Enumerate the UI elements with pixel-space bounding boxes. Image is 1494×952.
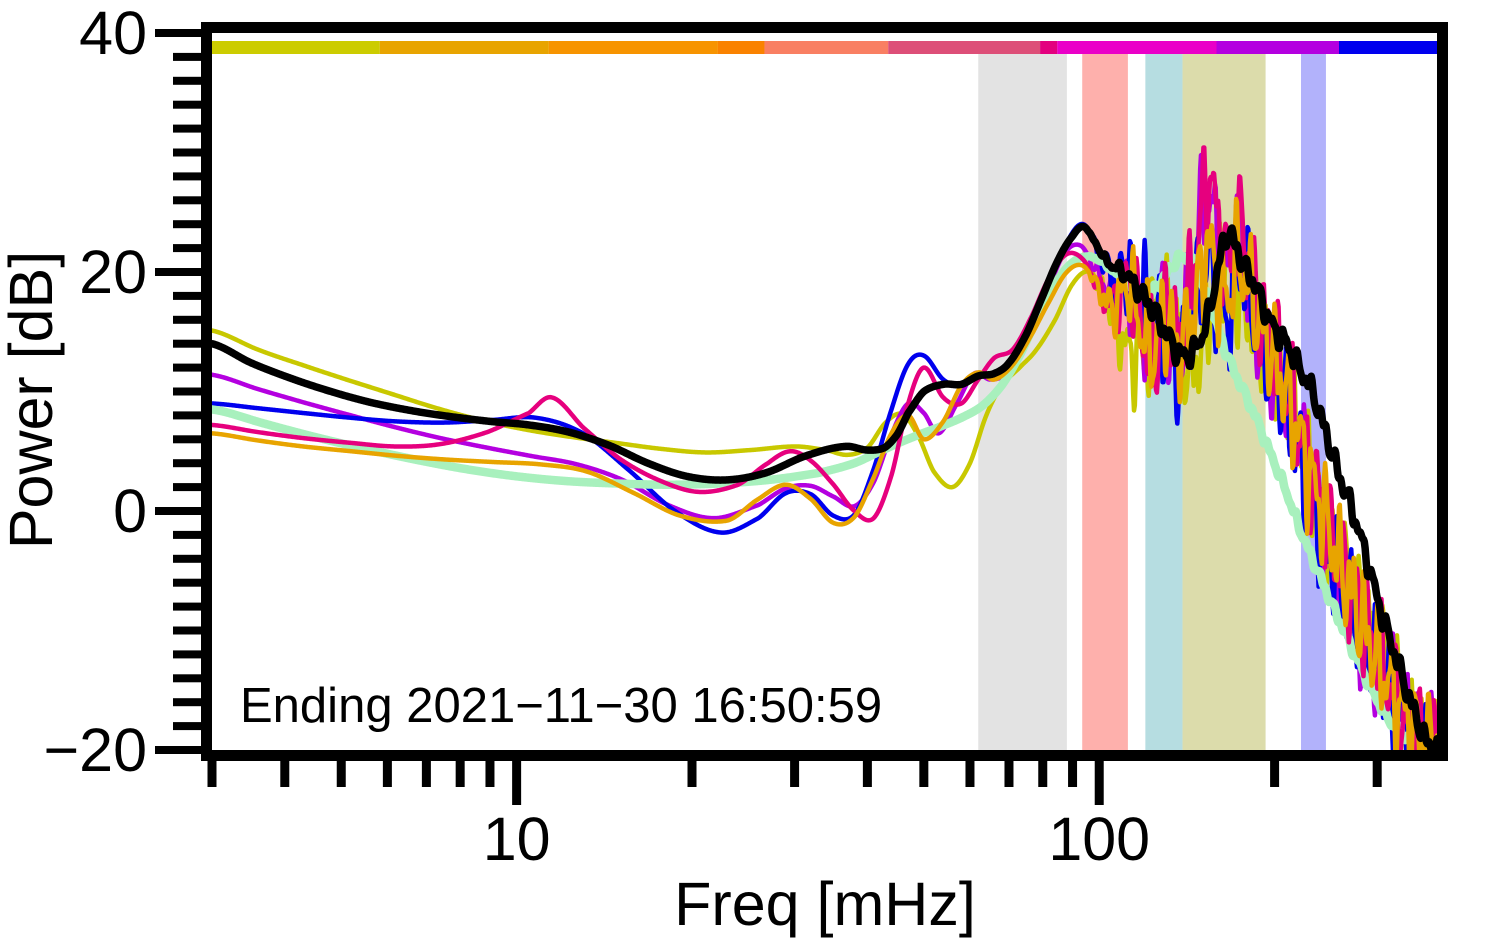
y-minor-tick: [173, 339, 201, 348]
colorbar-segment-8: [1057, 41, 1217, 54]
x-minor-tick: [421, 761, 431, 787]
x-minor-tick: [485, 761, 495, 787]
frame-top: [201, 22, 1448, 33]
colorbar-segment-6: [888, 41, 1041, 54]
y-minor-tick: [173, 602, 201, 611]
colorbar-segment-3: [717, 41, 765, 54]
colorbar-segment-2: [548, 41, 718, 54]
y-minor-tick: [173, 530, 201, 539]
x-tick-label: 10: [483, 805, 551, 873]
y-major-tick: [155, 507, 201, 515]
x-axis-title: Freq [mHz]: [674, 870, 976, 938]
spectrum-curves: [212, 145, 1437, 750]
y-tick-label: 20: [79, 238, 147, 306]
y-minor-tick: [173, 196, 201, 205]
band-pink: [1082, 41, 1128, 750]
x-minor-tick: [1372, 761, 1382, 787]
y-minor-tick: [173, 124, 201, 133]
curve-spectrum-orange: [212, 196, 1437, 750]
y-minor-tick: [173, 698, 201, 707]
y-major-tick: [155, 268, 201, 276]
y-minor-tick: [173, 100, 201, 109]
y-major-tick: [155, 746, 201, 754]
colorbar-segment-9: [1216, 41, 1339, 54]
y-minor-tick: [173, 483, 201, 492]
y-tick-label: 0: [113, 477, 147, 545]
x-minor-tick: [790, 761, 800, 787]
x-major-tick: [512, 761, 522, 805]
y-minor-tick: [173, 554, 201, 563]
curve-mean-spectrum: [212, 222, 1437, 750]
axis-ticks: [155, 29, 1382, 805]
y-minor-tick: [173, 387, 201, 396]
x-minor-tick: [1004, 761, 1014, 787]
axis-tick-labels: 40 20 0 −20 10 100: [44, 0, 1151, 873]
y-minor-tick: [173, 148, 201, 157]
x-minor-tick: [965, 761, 975, 787]
y-minor-tick: [173, 459, 201, 468]
colorbar-segment-7: [1040, 41, 1058, 54]
x-minor-tick: [919, 761, 929, 787]
y-minor-tick: [173, 650, 201, 659]
x-minor-tick: [687, 761, 697, 787]
frame-right: [1437, 22, 1448, 761]
y-tick-label: −20: [44, 716, 147, 784]
y-minor-tick: [173, 244, 201, 253]
y-minor-tick: [173, 220, 201, 229]
y-minor-tick: [173, 722, 201, 731]
y-minor-tick: [173, 52, 201, 61]
y-tick-label: 40: [79, 0, 147, 67]
colorbar-segment-10: [1339, 41, 1437, 54]
y-minor-tick: [173, 435, 201, 444]
y-minor-tick: [173, 172, 201, 181]
time-colorbar: [212, 41, 1437, 54]
y-minor-tick: [173, 411, 201, 420]
colorbar-segment-0: [212, 41, 380, 54]
x-minor-tick: [382, 761, 392, 787]
x-minor-tick: [280, 761, 290, 787]
y-minor-tick: [173, 363, 201, 372]
band-khaki: [1182, 41, 1266, 750]
colorbar-segment-5: [764, 41, 889, 54]
y-minor-tick: [173, 76, 201, 85]
plot-frame: [201, 22, 1448, 761]
x-minor-tick: [455, 761, 465, 787]
x-tick-label: 100: [1048, 805, 1150, 873]
y-axis-title: Power [dB]: [0, 251, 65, 549]
x-major-tick: [1094, 761, 1104, 805]
y-major-tick: [155, 29, 201, 37]
y-minor-tick: [173, 674, 201, 683]
frame-bottom: [201, 750, 1448, 761]
y-minor-tick: [173, 291, 201, 300]
x-minor-tick: [1038, 761, 1048, 787]
y-minor-tick: [173, 626, 201, 635]
ending-timestamp-annotation: Ending 2021−11−30 16:50:59: [240, 679, 882, 733]
x-minor-tick: [336, 761, 346, 787]
colorbar-segment-1: [379, 41, 549, 54]
y-minor-tick: [173, 315, 201, 324]
y-minor-tick: [173, 578, 201, 587]
x-minor-tick: [862, 761, 872, 787]
x-minor-tick: [1068, 761, 1078, 787]
x-minor-tick: [1270, 761, 1280, 787]
x-minor-tick: [207, 761, 217, 787]
frame-left: [201, 22, 212, 761]
